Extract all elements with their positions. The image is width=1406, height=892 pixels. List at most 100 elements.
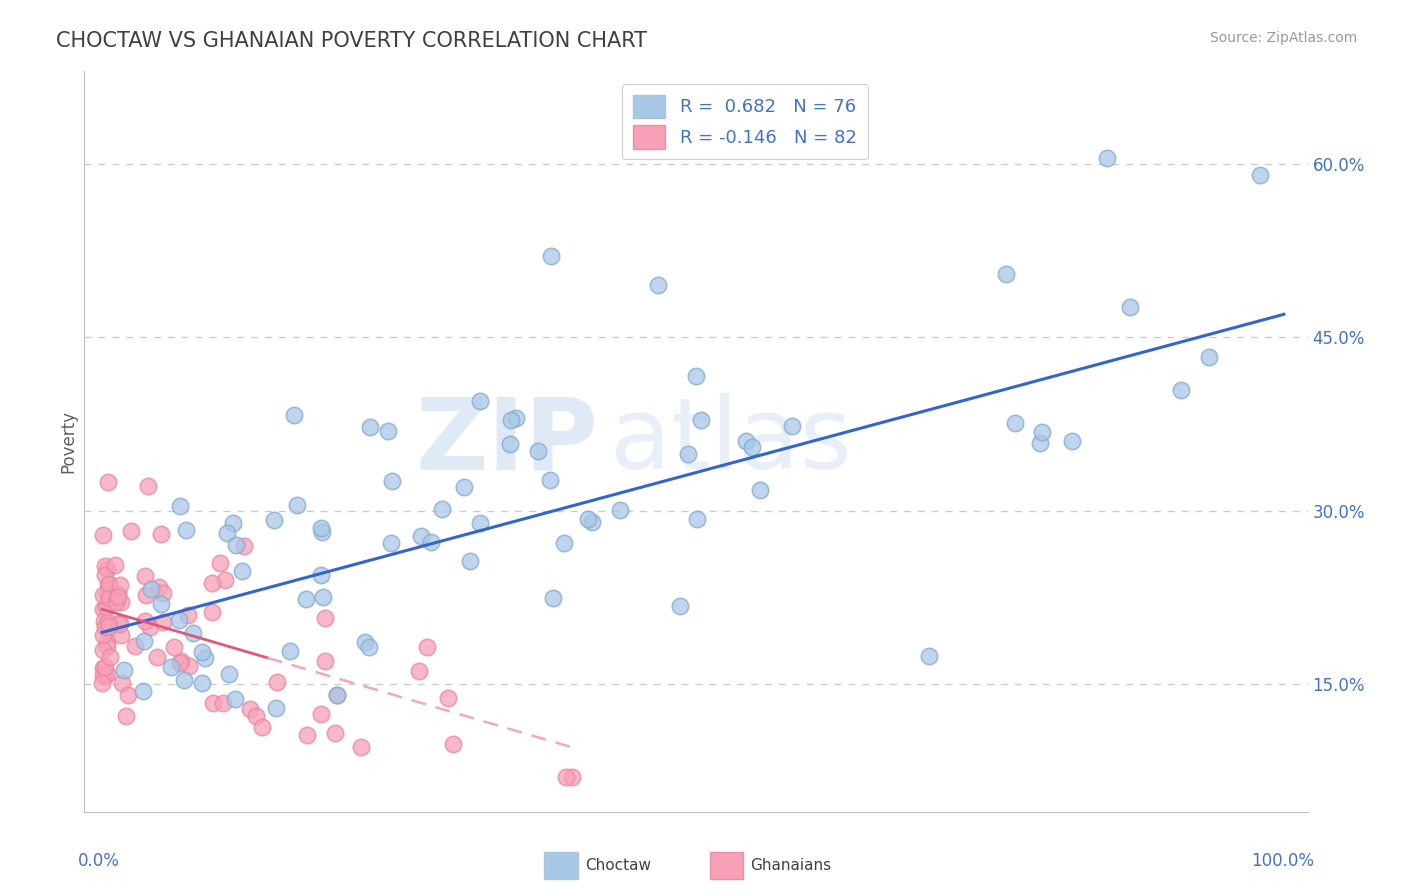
Point <box>110 595 132 609</box>
Point <box>377 424 399 438</box>
Point <box>470 516 492 530</box>
Point <box>416 640 439 654</box>
Point <box>264 700 287 714</box>
FancyBboxPatch shape <box>544 852 578 879</box>
Point <box>148 580 170 594</box>
Text: atlas: atlas <box>610 393 852 490</box>
Point <box>114 708 136 723</box>
Point <box>527 443 550 458</box>
Point <box>201 576 224 591</box>
Point <box>245 709 267 723</box>
Point <box>222 516 245 531</box>
Point <box>91 588 114 602</box>
Point <box>669 599 692 613</box>
Text: 0.0%: 0.0% <box>79 853 120 871</box>
Point <box>91 660 114 674</box>
Point <box>505 411 527 425</box>
Point <box>94 600 117 615</box>
Point <box>576 512 599 526</box>
Point <box>314 655 336 669</box>
Point <box>436 690 458 705</box>
Point <box>214 573 236 587</box>
Point <box>191 675 214 690</box>
Point <box>93 620 115 634</box>
Point <box>96 586 118 600</box>
Point <box>380 536 402 550</box>
Point <box>138 479 160 493</box>
Point <box>163 640 186 654</box>
Text: Ghanaians: Ghanaians <box>751 858 831 872</box>
Point <box>104 558 127 573</box>
Point <box>132 683 155 698</box>
Point <box>685 368 707 383</box>
Point <box>96 598 118 612</box>
Point <box>309 568 332 582</box>
Point <box>1062 434 1084 449</box>
Point <box>108 616 131 631</box>
Point <box>170 654 193 668</box>
Point <box>120 524 142 539</box>
Point <box>380 475 402 489</box>
Point <box>108 616 131 631</box>
Point <box>167 613 190 627</box>
Point <box>420 534 443 549</box>
Point <box>441 737 464 751</box>
Point <box>782 419 804 434</box>
Point <box>735 434 758 449</box>
Point <box>232 539 254 553</box>
Point <box>94 669 117 683</box>
Point <box>134 614 156 628</box>
Point <box>312 590 335 604</box>
Point <box>453 480 475 494</box>
Point <box>94 568 117 582</box>
Point <box>146 650 169 665</box>
Point <box>239 702 262 716</box>
Point <box>1031 425 1053 439</box>
Point <box>177 608 200 623</box>
Point <box>169 656 191 670</box>
Point <box>749 483 772 498</box>
Point <box>91 668 114 682</box>
Point <box>1249 169 1271 183</box>
Point <box>134 569 156 583</box>
Point <box>1119 300 1142 314</box>
Point <box>540 250 562 264</box>
Point <box>97 577 120 591</box>
Point <box>325 688 347 702</box>
Point <box>91 642 114 657</box>
Point <box>96 562 118 576</box>
Point <box>201 605 224 619</box>
Point <box>176 523 198 537</box>
Point <box>409 529 432 543</box>
Point <box>689 412 711 426</box>
Text: CHOCTAW VS GHANAIAN POVERTY CORRELATION CHART: CHOCTAW VS GHANAIAN POVERTY CORRELATION … <box>56 31 647 51</box>
Point <box>686 512 709 526</box>
Point <box>97 615 120 630</box>
Point <box>96 616 118 631</box>
Point <box>309 706 332 721</box>
Point <box>141 582 163 597</box>
Point <box>112 664 135 678</box>
Point <box>117 688 139 702</box>
Point <box>741 440 763 454</box>
Point <box>499 413 522 427</box>
Point <box>173 673 195 688</box>
Point <box>96 639 118 653</box>
Point <box>94 559 117 574</box>
Point <box>263 513 285 527</box>
Point <box>135 588 157 602</box>
Point <box>278 644 301 658</box>
Point <box>124 639 146 653</box>
Point <box>94 660 117 674</box>
Point <box>107 590 129 604</box>
Point <box>91 528 114 542</box>
Point <box>553 536 575 550</box>
Point <box>218 667 240 681</box>
Point <box>252 720 274 734</box>
Point <box>326 688 349 702</box>
Point <box>97 576 120 591</box>
Point <box>1095 151 1118 165</box>
Point <box>217 525 239 540</box>
Point <box>918 648 941 663</box>
Point <box>150 527 173 541</box>
